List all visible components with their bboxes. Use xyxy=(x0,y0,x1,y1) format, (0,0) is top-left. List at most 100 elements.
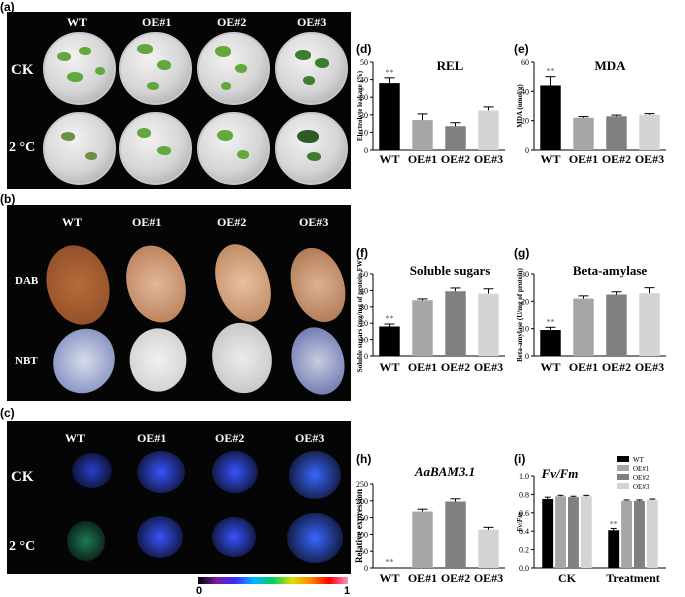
petri-dish xyxy=(197,32,270,105)
y-tick-label: 0 xyxy=(525,352,529,361)
x-tick-label: OE#1 xyxy=(569,360,598,374)
y-axis-label: Fv/Fm xyxy=(516,512,524,532)
bar xyxy=(379,83,400,150)
seedling xyxy=(67,72,83,82)
bar xyxy=(568,497,579,568)
chart-title: MDA xyxy=(594,58,626,73)
x-tick-label: WT xyxy=(379,571,399,585)
x-tick-label: OE#1 xyxy=(408,360,437,374)
x-tick-label: OE#3 xyxy=(635,152,664,166)
significance-label: ** xyxy=(386,314,394,323)
y-tick-label: 0 xyxy=(364,352,368,361)
legend-swatch xyxy=(617,483,629,489)
chart-title: Soluble sugars xyxy=(410,263,491,278)
y-tick-label: 10 xyxy=(521,325,529,334)
seedling xyxy=(95,67,105,75)
y-tick-label: 20 xyxy=(521,117,529,126)
bar xyxy=(555,496,566,568)
x-tick-label: CK xyxy=(558,571,577,585)
seedling xyxy=(137,44,153,54)
y-axis-label: Soluble sugars (mg/mg of protein FW) xyxy=(356,257,364,372)
seedling xyxy=(237,150,249,159)
bar xyxy=(606,294,627,356)
y-tick-label: 40 xyxy=(360,286,368,295)
y-tick-label: 30 xyxy=(360,303,368,312)
bar xyxy=(478,293,499,356)
y-tick-label: 60 xyxy=(521,58,529,67)
col-label-oe3: OE#3 xyxy=(297,15,327,29)
panel-a-photo: WT OE#1 OE#2 OE#3 CK 2 °C xyxy=(7,12,351,189)
row-label-nbt: NBT xyxy=(15,355,38,367)
row-label-cold: 2 °C xyxy=(9,140,36,155)
panel-b-label: (b) xyxy=(0,192,16,206)
legend-label: WT xyxy=(633,456,645,464)
significance-label: ** xyxy=(386,558,394,567)
x-tick-label: WT xyxy=(379,360,399,374)
bar xyxy=(412,300,433,356)
bar xyxy=(580,496,592,568)
seedling xyxy=(297,130,319,143)
legend-label: OE#2 xyxy=(633,474,650,482)
fluorescence-plant xyxy=(289,451,341,499)
y-axis-label: Electrolyte leakage (%) xyxy=(356,70,364,141)
seedling xyxy=(221,82,231,90)
panel-f-label: (f) xyxy=(356,246,368,260)
bar xyxy=(542,499,554,568)
fluorescence-color-scale xyxy=(198,577,348,584)
col-label-wt: WT xyxy=(67,15,88,29)
seedling xyxy=(315,58,329,68)
bar xyxy=(478,529,499,568)
bar xyxy=(608,530,620,568)
x-tick-label: OE#2 xyxy=(441,571,470,585)
seedling xyxy=(61,132,75,141)
row-label-ck: CK xyxy=(11,62,34,78)
bar xyxy=(540,330,561,356)
col-label-oe2: OE#2 xyxy=(215,431,245,445)
significance-label: ** xyxy=(610,519,618,528)
panel-e-label: (e) xyxy=(514,42,529,56)
bar xyxy=(621,500,632,568)
bar xyxy=(445,291,466,356)
chart-title: AaBAM3.1 xyxy=(414,464,475,479)
fluorescence-plant xyxy=(67,521,105,561)
x-tick-label: OE#2 xyxy=(441,360,470,374)
bar xyxy=(573,117,594,150)
y-tick-label: 50 xyxy=(360,270,368,279)
seedling xyxy=(307,152,321,161)
y-axis-label: Relative expression xyxy=(354,489,364,563)
x-tick-label: OE#3 xyxy=(474,571,503,585)
panel-a-label: (a) xyxy=(0,0,15,14)
bar xyxy=(540,85,561,150)
legend-label: OE#3 xyxy=(633,483,650,491)
x-tick-label: OE#1 xyxy=(569,152,598,166)
legend-label: OE#1 xyxy=(633,465,650,473)
seedling xyxy=(303,76,315,85)
bar xyxy=(478,110,499,150)
y-tick-label: 50 xyxy=(360,58,368,67)
seedling xyxy=(57,52,71,61)
y-tick-label: 100 xyxy=(356,530,368,539)
col-label-oe3: OE#3 xyxy=(295,431,325,445)
scale-max-label: 1 xyxy=(344,585,351,597)
petri-dish xyxy=(119,32,192,105)
col-label-oe2: OE#2 xyxy=(217,215,247,229)
y-tick-label: 40 xyxy=(521,87,529,96)
y-tick-label: 10 xyxy=(360,336,368,345)
panel-h-label: (h) xyxy=(356,452,372,466)
y-tick-label: 200 xyxy=(356,497,368,506)
x-tick-label: OE#1 xyxy=(408,571,437,585)
x-tick-label: OE#1 xyxy=(408,152,437,166)
bar xyxy=(639,114,660,150)
panel-g-label: (g) xyxy=(514,246,530,260)
col-label-wt: WT xyxy=(62,215,83,229)
fluorescence-plant xyxy=(287,513,343,563)
y-axis-label: MDA (nmol/g) xyxy=(516,84,524,128)
col-label-oe1: OE#1 xyxy=(142,15,172,29)
bar xyxy=(639,293,660,356)
chart-title: Fv/Fm xyxy=(541,466,579,481)
panel-i-label: (i) xyxy=(514,452,526,466)
col-label-oe3: OE#3 xyxy=(299,215,329,229)
fluorescence-plant xyxy=(137,516,183,558)
bar xyxy=(445,126,466,150)
